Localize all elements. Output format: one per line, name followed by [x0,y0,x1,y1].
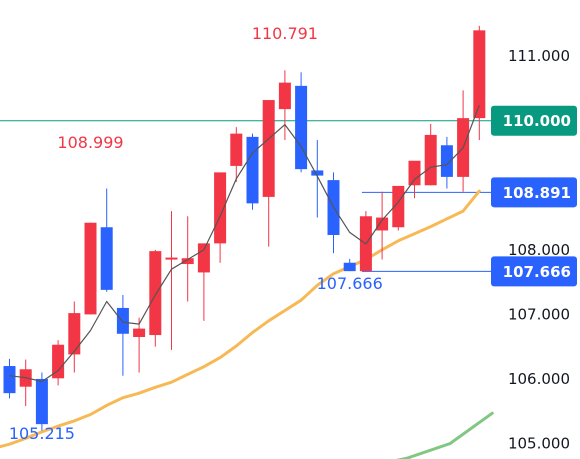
extreme-label: 108.999 [57,133,123,152]
ma-fast-line [9,104,480,383]
candle [68,301,81,373]
candle [262,100,275,247]
y-tick-label: 111.000 [508,47,570,65]
price-badge-label: 110.000 [503,112,571,130]
candle-body [262,100,275,197]
candle-body [311,170,324,176]
candle-body [408,160,421,186]
ma-long-layer [395,411,494,459]
candle [392,185,405,231]
price-lines [0,120,494,272]
candle-body [165,257,178,260]
y-tick-label: 107.000 [508,305,570,323]
candle [440,136,453,189]
candle [197,243,210,321]
candle-body [214,172,227,244]
candle-body [84,222,97,315]
candle-body [116,307,129,334]
candle-body [52,344,65,379]
candle-body [68,313,81,355]
candle-body [100,227,113,290]
candle [116,295,129,376]
candle-body [473,30,486,119]
candle-body [230,133,243,166]
candle [84,222,97,315]
candle [376,191,389,260]
candle-body [295,85,308,170]
candle-body [133,328,146,337]
candle [3,358,16,399]
candle [19,359,32,407]
candle [35,372,48,431]
candle-body [376,217,389,231]
candle [311,140,324,218]
candle [343,258,356,272]
candle [295,72,308,173]
y-tick-label: 108.000 [508,241,570,259]
candle-body [392,185,405,228]
ma-slow-line [0,189,481,449]
price-badge-label: 107.666 [503,263,571,281]
candle-body [35,378,48,425]
candle-body [424,134,437,186]
candle [230,127,243,183]
y-tick-label: 106.000 [508,370,570,388]
price-badge: 108.891 [491,177,577,208]
candles-layer [3,25,486,431]
candle [457,90,470,192]
candle [246,133,259,210]
candle-body [181,258,194,265]
candle [424,123,437,186]
ma-fast-layer [9,104,480,383]
candle-body [440,145,453,177]
annotations-layer: 110.791 108.999 107.666 105.215 [9,24,383,443]
candle [165,211,178,350]
candle [100,188,113,292]
candle-body [246,136,259,204]
price-badge: 107.666 [491,256,577,287]
candle [52,340,65,386]
ma-slow-layer [0,189,481,449]
price-axis[interactable]: 111.000110.000108.000107.000106.000105.0… [508,47,570,452]
candle [149,249,162,347]
extreme-label: 105.215 [9,424,75,443]
price-badge: 110.000 [491,105,577,136]
candle [278,70,291,141]
extreme-label: 107.666 [317,274,383,293]
candle-body [197,243,210,273]
candle [133,317,146,373]
candle-body [3,366,16,394]
ma-long-line [395,411,494,459]
candle-body [278,82,291,110]
candle-body [343,262,356,272]
candle-body [149,251,162,336]
candle [473,25,486,141]
candle [214,172,227,263]
price-badges: 110.000 108.891 107.666 [491,105,577,287]
price-badge-box [491,177,577,208]
extreme-label: 110.791 [252,24,318,43]
price-badge-label: 108.891 [503,184,571,202]
price-badge-box [491,105,577,136]
y-tick-label: 105.000 [508,435,570,453]
price-badge-box [491,256,577,287]
